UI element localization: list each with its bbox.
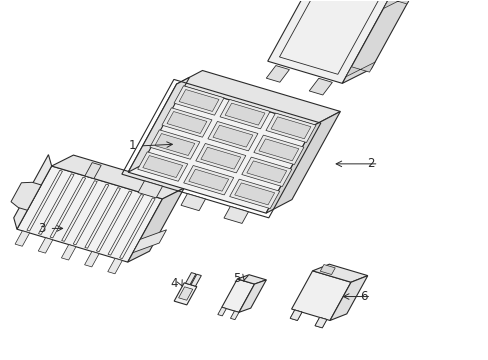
Polygon shape	[162, 108, 212, 137]
Polygon shape	[383, 0, 411, 9]
Polygon shape	[230, 311, 239, 320]
Polygon shape	[289, 310, 302, 320]
Polygon shape	[195, 144, 245, 173]
Polygon shape	[15, 231, 30, 246]
Polygon shape	[267, 0, 394, 84]
Polygon shape	[14, 155, 52, 229]
Polygon shape	[312, 264, 367, 282]
Polygon shape	[320, 265, 335, 275]
Polygon shape	[107, 258, 122, 274]
Polygon shape	[314, 318, 326, 328]
Polygon shape	[291, 271, 350, 320]
Polygon shape	[183, 166, 233, 195]
Polygon shape	[178, 287, 192, 300]
Polygon shape	[224, 206, 248, 224]
Polygon shape	[258, 139, 298, 161]
Polygon shape	[191, 274, 201, 286]
Polygon shape	[241, 157, 291, 186]
Polygon shape	[314, 318, 326, 328]
Polygon shape	[217, 307, 226, 316]
Polygon shape	[38, 238, 53, 253]
Polygon shape	[149, 130, 200, 159]
Polygon shape	[342, 0, 423, 84]
Polygon shape	[128, 77, 189, 172]
Polygon shape	[176, 71, 340, 125]
Polygon shape	[237, 275, 266, 284]
Polygon shape	[133, 230, 166, 253]
Polygon shape	[181, 194, 205, 211]
Polygon shape	[220, 99, 269, 129]
Text: 4: 4	[170, 278, 177, 291]
Polygon shape	[234, 183, 274, 205]
Polygon shape	[142, 156, 183, 177]
Polygon shape	[253, 135, 304, 165]
Polygon shape	[138, 152, 187, 181]
Text: 1: 1	[128, 139, 136, 152]
Polygon shape	[222, 279, 254, 312]
Polygon shape	[265, 112, 340, 213]
Polygon shape	[166, 112, 206, 134]
Polygon shape	[329, 276, 367, 320]
Polygon shape	[224, 103, 264, 125]
Polygon shape	[346, 62, 374, 77]
Polygon shape	[138, 181, 162, 198]
Polygon shape	[308, 78, 332, 95]
Polygon shape	[188, 169, 228, 191]
Polygon shape	[185, 273, 196, 285]
Polygon shape	[212, 125, 252, 147]
Polygon shape	[128, 84, 314, 213]
Polygon shape	[61, 244, 76, 260]
Polygon shape	[85, 163, 101, 179]
Polygon shape	[289, 310, 302, 320]
Text: 5: 5	[233, 272, 241, 285]
Polygon shape	[174, 86, 224, 115]
Text: 2: 2	[367, 157, 374, 170]
Polygon shape	[11, 182, 41, 210]
Polygon shape	[52, 155, 184, 199]
Polygon shape	[174, 283, 197, 305]
Polygon shape	[84, 252, 99, 267]
Polygon shape	[207, 121, 258, 151]
Polygon shape	[17, 166, 162, 262]
Text: 6: 6	[360, 290, 367, 303]
Polygon shape	[265, 113, 315, 143]
Polygon shape	[270, 117, 310, 139]
Polygon shape	[155, 134, 194, 156]
Text: 3: 3	[39, 222, 46, 235]
Polygon shape	[229, 179, 279, 208]
Polygon shape	[179, 90, 219, 112]
Polygon shape	[201, 147, 240, 169]
Polygon shape	[266, 66, 289, 82]
Polygon shape	[239, 280, 266, 312]
Polygon shape	[127, 188, 184, 262]
Polygon shape	[246, 161, 286, 183]
